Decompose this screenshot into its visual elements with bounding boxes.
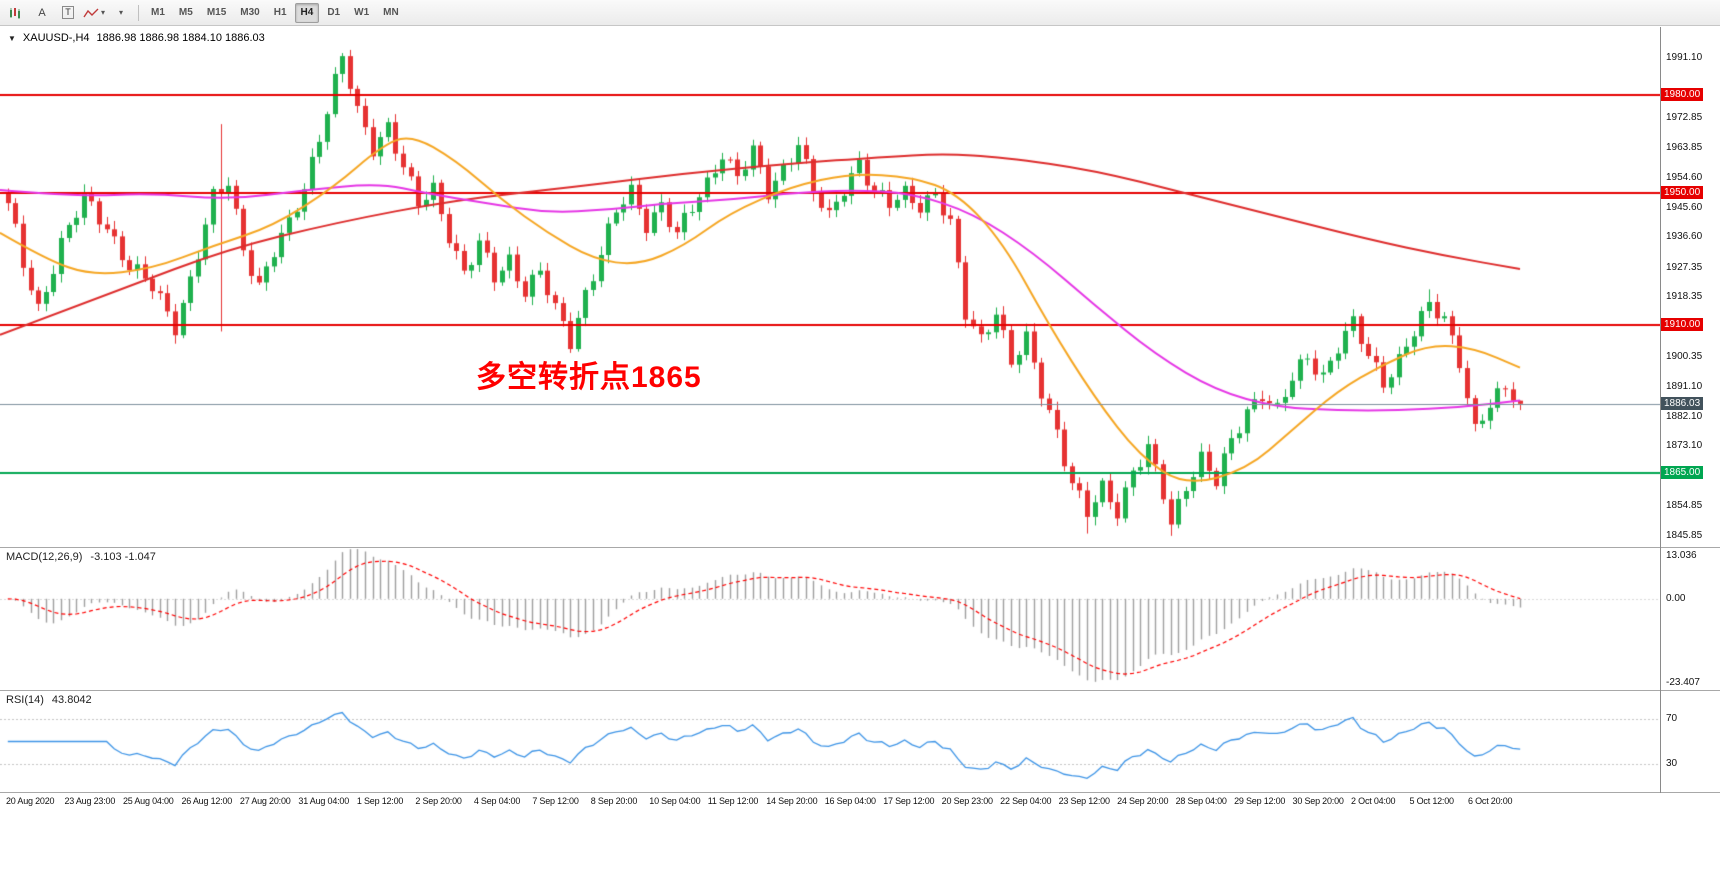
time-label: 22 Sep 04:00 bbox=[1000, 796, 1052, 806]
time-label: 1 Sep 12:00 bbox=[356, 796, 404, 806]
time-label: 11 Sep 12:00 bbox=[707, 796, 759, 806]
timeframe-m5[interactable]: M5 bbox=[178, 7, 193, 18]
macd-axis-label: 0.00 bbox=[1666, 592, 1686, 604]
timeframe-m30[interactable]: M30 bbox=[240, 7, 260, 18]
time-label: 10 Sep 04:00 bbox=[649, 796, 701, 806]
time-label: 16 Sep 04:00 bbox=[824, 796, 876, 806]
chart-annotation-text[interactable]: 多空转折点1865 bbox=[476, 361, 702, 394]
timeframe-buttons: M1 M5 M15 M30 H1 H4 D1 W1 MN bbox=[144, 2, 406, 23]
chart-window-icon[interactable] bbox=[4, 2, 28, 24]
panel-divider[interactable] bbox=[0, 547, 1720, 548]
rsi-axis-label: 30 bbox=[1666, 757, 1678, 769]
current-price-badge: 1886.03 bbox=[1661, 396, 1704, 410]
macd-axis-label: 13.036 bbox=[1666, 550, 1697, 561]
time-label: 25 Aug 04:00 bbox=[122, 796, 174, 806]
time-label: 26 Aug 12:00 bbox=[181, 796, 233, 806]
toolbar-separator bbox=[138, 4, 140, 21]
time-label: 23 Sep 12:00 bbox=[1058, 796, 1110, 806]
price-tick: 1936.60 bbox=[1666, 231, 1703, 243]
rsi-name: RSI(14) bbox=[6, 694, 44, 706]
indicators-dropdown-button[interactable]: ▾ bbox=[108, 2, 132, 24]
price-tick: 1991.10 bbox=[1666, 52, 1703, 63]
panel-divider bbox=[0, 792, 1720, 793]
text-tool-label: T bbox=[62, 6, 74, 19]
price-tick: 1945.60 bbox=[1666, 201, 1703, 213]
macd-axis-label: -23.407 bbox=[1666, 677, 1700, 688]
rsi-indicator-panel[interactable] bbox=[0, 691, 1660, 792]
timeframe-h1[interactable]: H1 bbox=[273, 7, 287, 18]
time-label: 24 Sep 20:00 bbox=[1117, 796, 1169, 806]
timeframe-m1[interactable]: M1 bbox=[151, 7, 165, 18]
time-label: 29 Sep 12:00 bbox=[1234, 796, 1286, 806]
time-label: 17 Sep 12:00 bbox=[883, 796, 935, 806]
price-tick: 1918.35 bbox=[1666, 291, 1703, 303]
price-tick: 1972.85 bbox=[1666, 112, 1703, 124]
macd-indicator-panel[interactable] bbox=[0, 548, 1660, 690]
cursor-tool-button[interactable]: A bbox=[30, 2, 54, 24]
cursor-tool-label: A bbox=[38, 6, 46, 19]
ohlc-values: 1886.98 1886.98 1884.10 1886.03 bbox=[96, 32, 265, 44]
timeframe-m15[interactable]: M15 bbox=[206, 7, 227, 18]
price-tick: 1873.10 bbox=[1666, 440, 1703, 452]
timeframe-mn[interactable]: MN bbox=[383, 7, 399, 18]
price-tick: 1882.10 bbox=[1666, 410, 1703, 422]
macd-name: MACD(12,26,9) bbox=[6, 551, 83, 563]
time-axis[interactable]: 20 Aug 2020 23 Aug 23:00 25 Aug 04:00 26 Au… bbox=[0, 794, 1660, 812]
price-line-badge: 1910.00 bbox=[1661, 317, 1704, 331]
macd-values: -3.103 -1.047 bbox=[90, 551, 156, 563]
rsi-panel-label: RSI(14) 43.8042 bbox=[6, 694, 92, 706]
time-label: 4 Sep 04:00 bbox=[473, 796, 521, 806]
price-tick: 1854.85 bbox=[1666, 500, 1703, 512]
time-label: 27 Aug 20:00 bbox=[239, 796, 291, 806]
text-tool-button[interactable]: T bbox=[56, 2, 80, 24]
price-line-badge: 1980.00 bbox=[1661, 87, 1704, 101]
time-label: 8 Sep 20:00 bbox=[590, 796, 638, 806]
time-label: 31 Aug 04:00 bbox=[298, 796, 350, 806]
symbol-dropdown-icon[interactable]: ▼ bbox=[8, 33, 16, 43]
price-line-badge: 1950.00 bbox=[1661, 186, 1704, 200]
price-axis-line bbox=[1660, 27, 1661, 793]
rsi-axis-label: 70 bbox=[1666, 713, 1678, 725]
rsi-value: 43.8042 bbox=[51, 694, 92, 706]
price-tick: 1927.35 bbox=[1666, 261, 1703, 273]
price-tick: 1954.60 bbox=[1666, 172, 1703, 184]
chart-header: ▼ XAUUSD-,H4 1886.98 1886.98 1884.10 188… bbox=[8, 32, 265, 44]
time-label: 28 Sep 04:00 bbox=[1175, 796, 1227, 806]
chevron-down-icon: ▾ bbox=[119, 8, 124, 17]
price-line-badge: 1865.00 bbox=[1661, 465, 1704, 479]
zigzag-line-icon bbox=[83, 8, 99, 17]
timeframe-w1[interactable]: W1 bbox=[354, 7, 370, 18]
chevron-down-icon: ▾ bbox=[101, 8, 106, 17]
price-tick: 1900.35 bbox=[1666, 350, 1703, 362]
price-tick: 1891.10 bbox=[1666, 381, 1703, 393]
toolbar: A T ▾ ▾ M1 M5 M15 M30 H1 H4 D1 W1 MN bbox=[0, 0, 1720, 26]
panel-divider[interactable] bbox=[0, 690, 1720, 691]
time-label: 2 Sep 20:00 bbox=[415, 796, 462, 806]
time-label: 23 Aug 23:00 bbox=[64, 796, 116, 806]
time-label: 20 Sep 23:00 bbox=[941, 796, 993, 806]
time-label: 5 Oct 12:00 bbox=[1409, 796, 1455, 806]
candlestick-chart-icon bbox=[10, 7, 20, 19]
main-price-chart[interactable] bbox=[0, 27, 1660, 547]
time-label: 30 Sep 20:00 bbox=[1292, 796, 1344, 806]
time-label: 2 Oct 04:00 bbox=[1351, 796, 1396, 806]
symbol-period-label: XAUUSD-,H4 bbox=[22, 32, 90, 44]
timeframe-h4[interactable]: H4 bbox=[294, 2, 320, 23]
time-label: 20 Aug 2020 bbox=[6, 796, 55, 806]
time-label: 6 Oct 20:00 bbox=[1468, 796, 1513, 806]
price-tick: 1963.85 bbox=[1666, 141, 1703, 153]
timeframe-d1[interactable]: D1 bbox=[327, 7, 341, 18]
price-tick: 1845.85 bbox=[1666, 530, 1703, 542]
time-label: 7 Sep 12:00 bbox=[532, 796, 579, 806]
time-label: 14 Sep 20:00 bbox=[766, 796, 818, 806]
macd-panel-label: MACD(12,26,9) -3.103 -1.047 bbox=[6, 551, 156, 563]
drawing-tools-button[interactable]: ▾ bbox=[82, 2, 106, 24]
